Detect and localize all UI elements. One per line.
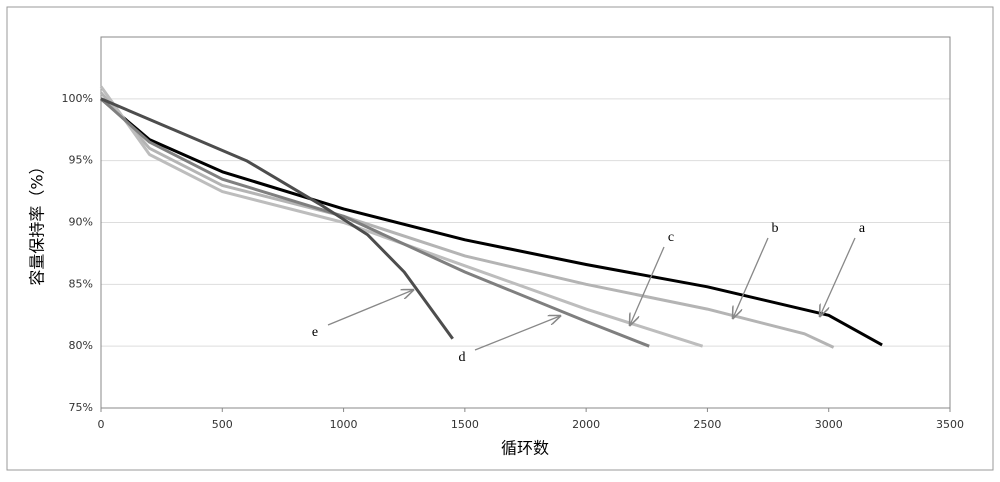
data-line — [101, 87, 703, 347]
x-tick-label: 0 — [98, 418, 105, 431]
annotation-arrows — [328, 238, 855, 350]
data-line — [101, 93, 834, 348]
y-tick-label: 80% — [69, 339, 93, 352]
y-tick-label: 100% — [62, 92, 93, 105]
annotation: d — [459, 350, 466, 365]
x-tick-label: 2500 — [693, 418, 721, 431]
annotation: e — [312, 325, 318, 340]
x-tick-label: 2000 — [572, 418, 600, 431]
x-tick-label: 500 — [212, 418, 233, 431]
x-axis-label: 循环数 — [501, 439, 549, 458]
x-tick-label: 3500 — [936, 418, 964, 431]
y-axis-label: 容量保持率（%） — [28, 158, 47, 285]
frame — [7, 7, 993, 470]
y-tick-label: 95% — [69, 154, 93, 167]
annotation: c — [668, 230, 674, 245]
x-tick-label: 1000 — [330, 418, 358, 431]
data-line — [101, 99, 453, 339]
annotation: a — [859, 221, 866, 236]
y-tick-label: 75% — [69, 401, 93, 414]
y-tick-label: 85% — [69, 277, 93, 290]
x-tick-label: 3000 — [815, 418, 843, 431]
chart: a b c d e 循环数 容量保持率（%） 75% 80% 85% 90% 95% 10… — [0, 0, 1000, 478]
annotation: b — [772, 221, 779, 236]
y-tick-label: 90% — [69, 216, 93, 229]
data-line — [101, 99, 882, 345]
x-tick-label: 1500 — [451, 418, 479, 431]
